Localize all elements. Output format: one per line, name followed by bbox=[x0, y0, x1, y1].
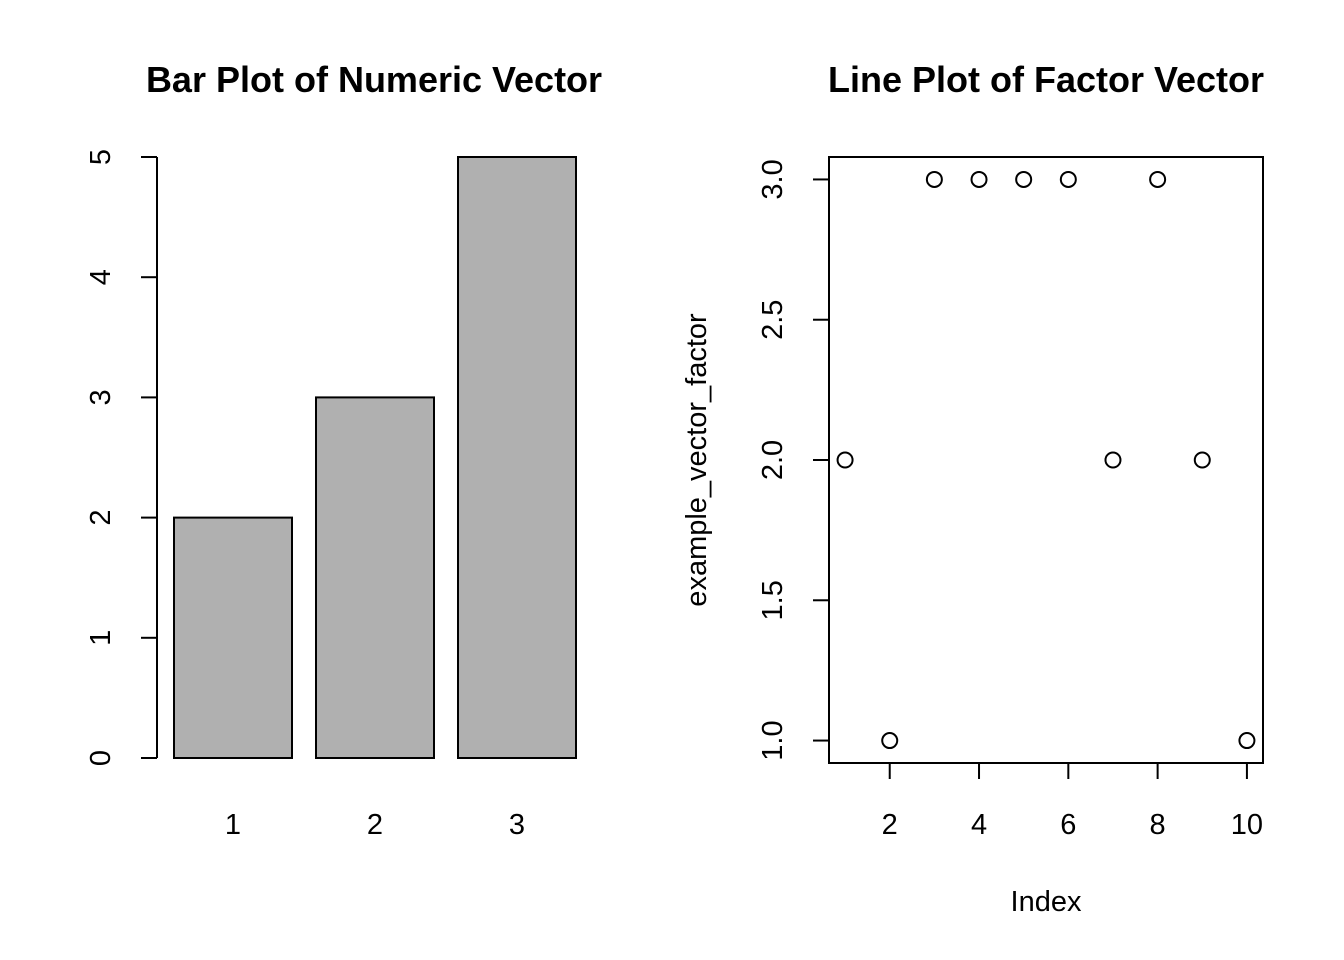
scatter-x-axis-label: Index bbox=[1011, 886, 1082, 918]
scatter-y-tick-label: 2.0 bbox=[757, 440, 789, 480]
scatter-point bbox=[1015, 170, 1033, 188]
bar-x-tick-label: 3 bbox=[509, 809, 525, 841]
scatter-x-tick-label: 4 bbox=[971, 809, 987, 841]
scatter-point bbox=[1104, 451, 1122, 469]
bar-y-tick-label: 4 bbox=[85, 269, 117, 285]
scatter-x-tick-label: 2 bbox=[882, 809, 898, 841]
scatter-point bbox=[1149, 170, 1167, 188]
scatter-plot-box bbox=[828, 156, 1264, 764]
bar-y-tick-label: 0 bbox=[85, 750, 117, 766]
scatter-y-ticks: 1.0 1.5 2.0 2.5 3.0 bbox=[757, 159, 829, 761]
bar-chart-title: Bar Plot of Numeric Vector bbox=[146, 59, 602, 100]
scatter-chart-title: Line Plot of Factor Vector bbox=[828, 59, 1264, 100]
scatter-y-axis-label: example_vector_factor bbox=[681, 313, 713, 607]
bar bbox=[457, 156, 577, 759]
bar-x-tick-label: 1 bbox=[225, 809, 241, 841]
scatter-x-tick-label: 6 bbox=[1060, 809, 1076, 841]
scatter-y-tick-label: 1.5 bbox=[757, 580, 789, 620]
bar-y-tick-label: 1 bbox=[85, 630, 117, 646]
scatter-point bbox=[1193, 451, 1211, 469]
bar-y-tick-label: 3 bbox=[85, 389, 117, 405]
scatter-point bbox=[1238, 732, 1256, 750]
scatter-point bbox=[836, 451, 854, 469]
scatter-x-ticks: 2 4 6 8 10 bbox=[882, 763, 1263, 841]
scatter-chart-panel: Line Plot of Factor Vector 1.0 1.5 2.0 2.5 3… bbox=[681, 59, 1264, 918]
scatter-y-tick-label: 1.0 bbox=[757, 720, 789, 760]
bar bbox=[173, 516, 293, 759]
bar-x-tick-label: 2 bbox=[367, 809, 383, 841]
scatter-point bbox=[1059, 170, 1077, 188]
scatter-x-tick-label: 8 bbox=[1150, 809, 1166, 841]
scatter-y-tick-label: 3.0 bbox=[757, 159, 789, 199]
scatter-y-tick-label: 2.5 bbox=[757, 300, 789, 340]
bar-bars bbox=[173, 156, 577, 759]
bar bbox=[315, 396, 435, 759]
bar-x-tick-labels: 1 2 3 bbox=[225, 809, 525, 841]
scatter-points bbox=[836, 170, 1256, 750]
scatter-point bbox=[970, 170, 988, 188]
bar-y-tick-label: 2 bbox=[85, 510, 117, 526]
scatter-point bbox=[881, 732, 899, 750]
bar-y-tick-label: 5 bbox=[85, 149, 117, 165]
scatter-x-tick-label: 10 bbox=[1231, 809, 1263, 841]
bar-y-ticks: 0 1 2 3 4 5 bbox=[85, 149, 157, 766]
bar-chart-panel: Bar Plot of Numeric Vector 0 1 2 3 4 5 1 2 3 bbox=[85, 59, 602, 841]
scatter-point bbox=[925, 170, 943, 188]
